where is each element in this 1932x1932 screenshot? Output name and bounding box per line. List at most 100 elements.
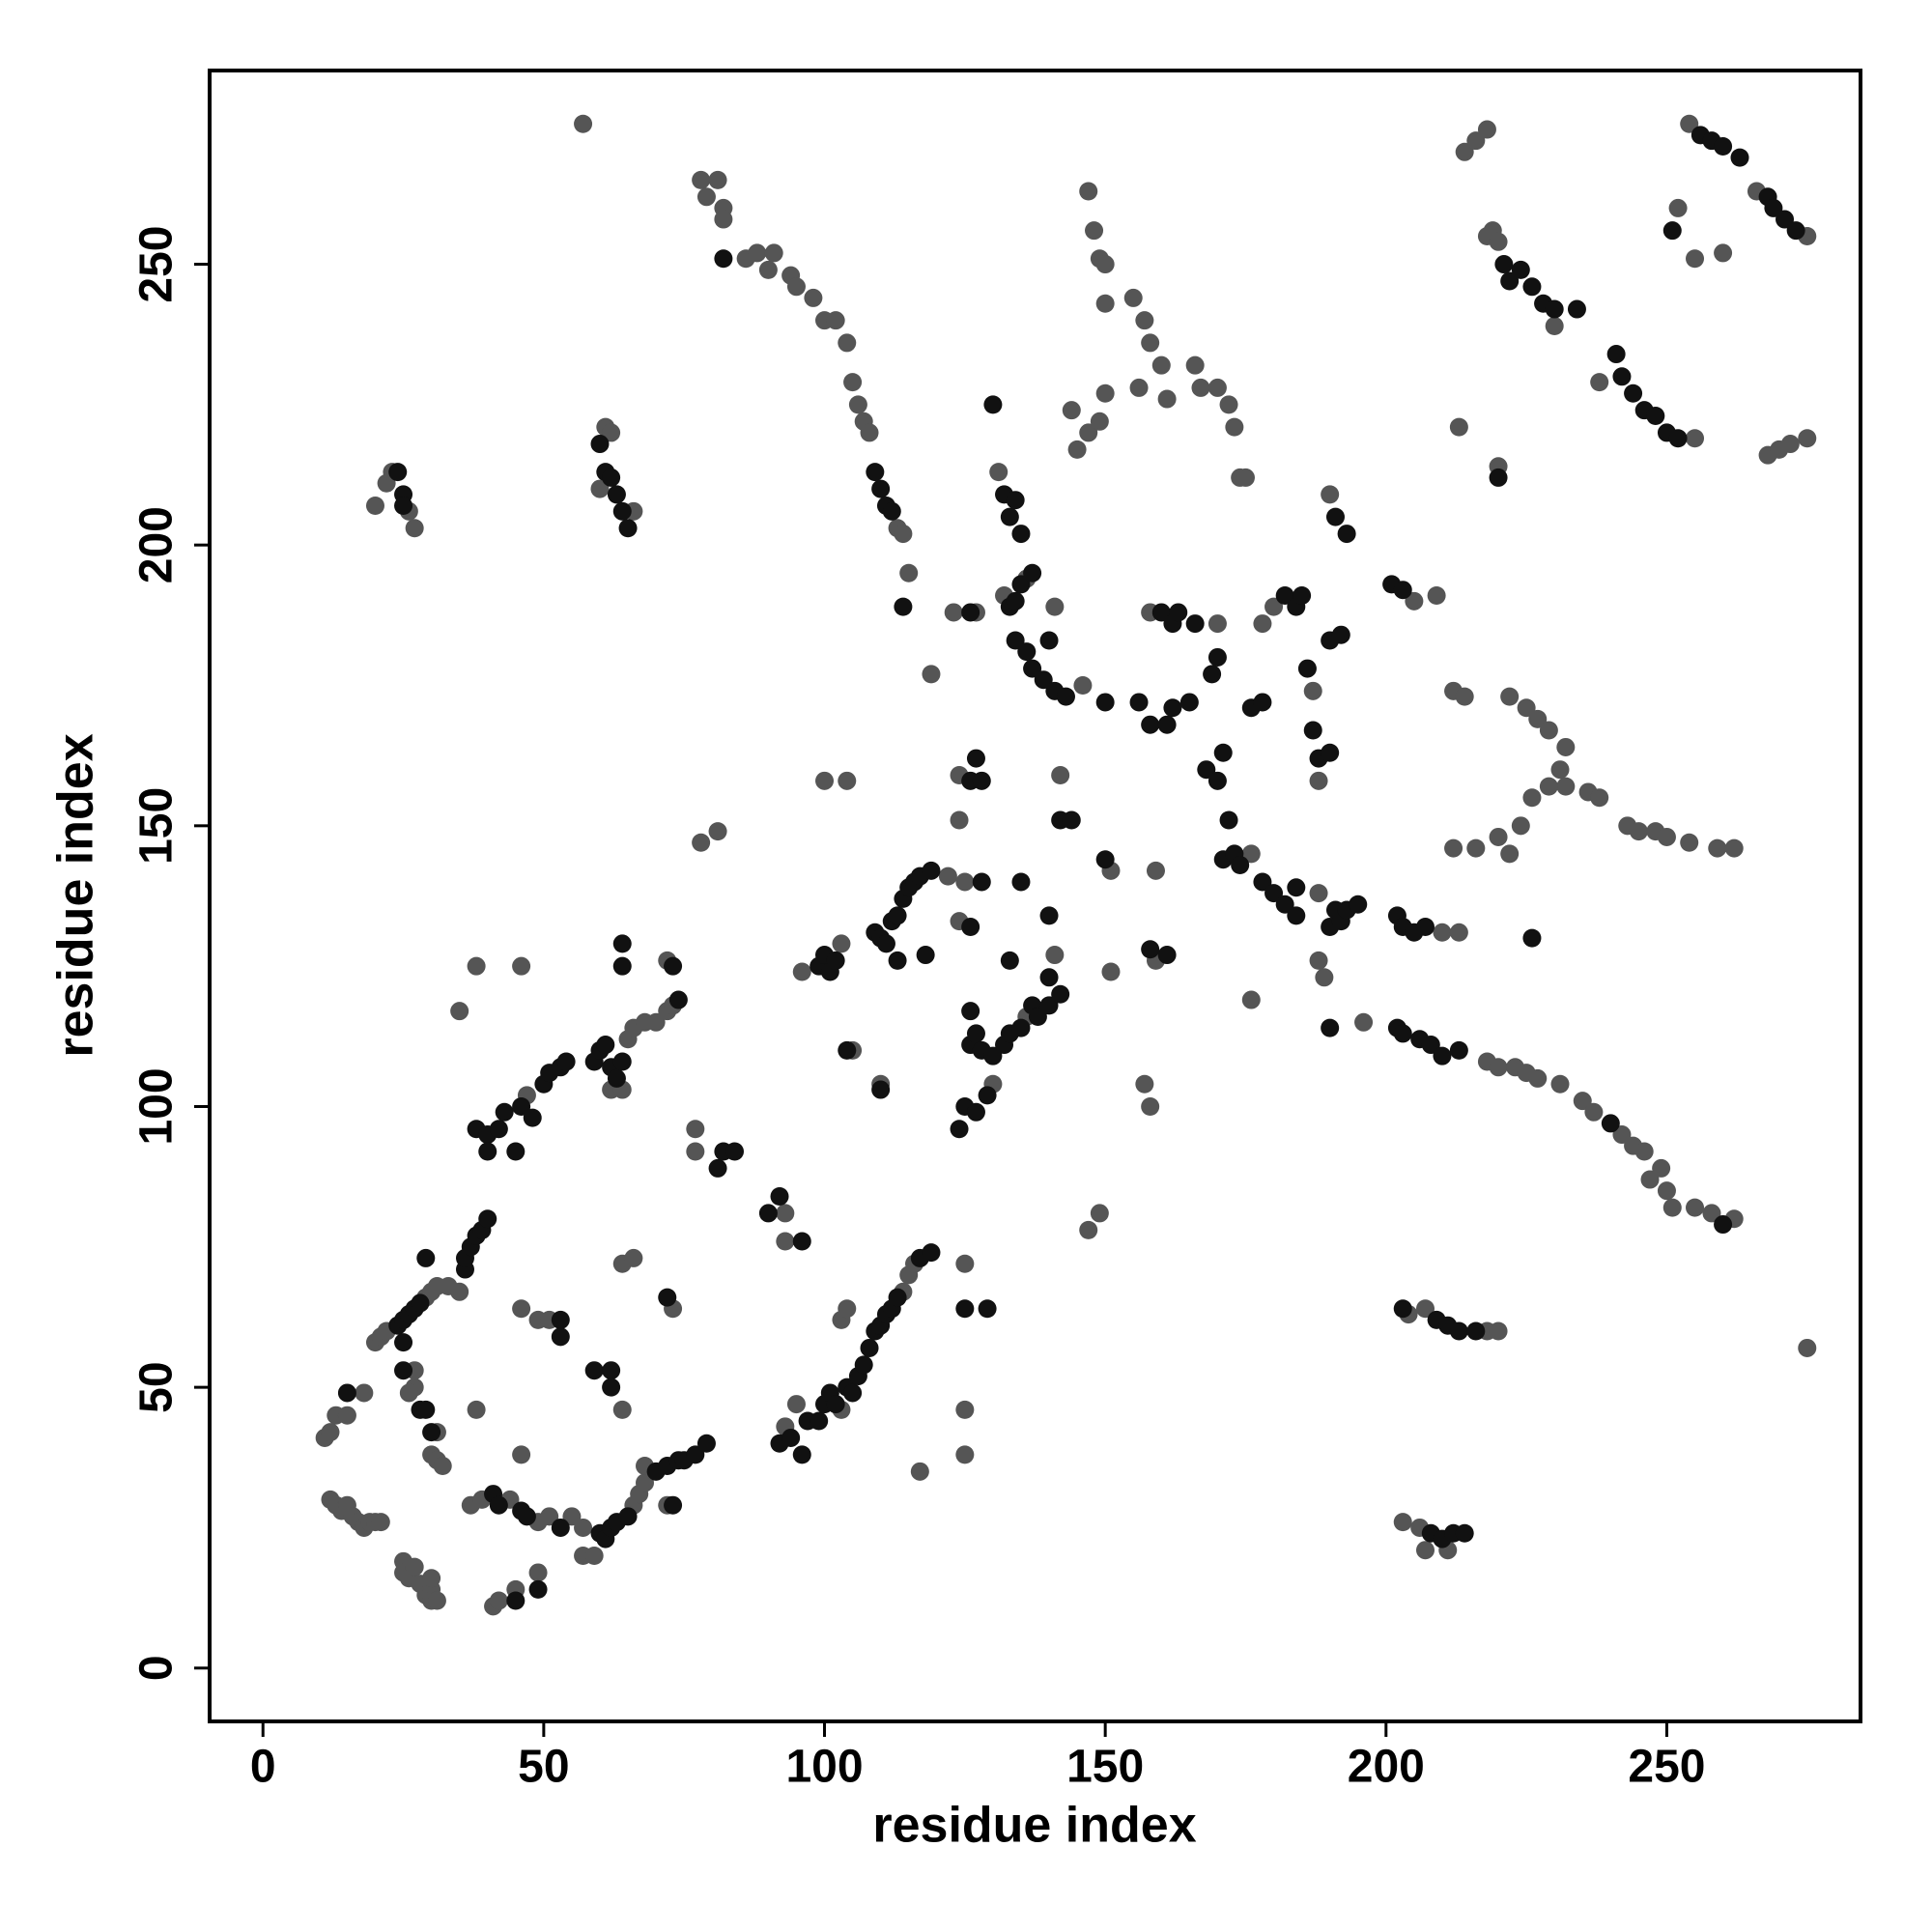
- point: [696, 187, 716, 207]
- point: [1433, 923, 1452, 942]
- point: [888, 951, 907, 970]
- point: [1550, 1074, 1570, 1094]
- point: [551, 1518, 570, 1537]
- point: [1449, 923, 1468, 942]
- point: [686, 1120, 705, 1139]
- point: [416, 1248, 436, 1267]
- point: [450, 1282, 469, 1301]
- point: [1303, 721, 1322, 740]
- point: [1522, 277, 1542, 297]
- point: [1522, 928, 1542, 948]
- point: [748, 243, 767, 263]
- point: [1337, 525, 1356, 544]
- point: [1798, 1338, 1817, 1357]
- point: [686, 1142, 705, 1161]
- point: [1241, 990, 1261, 1009]
- point: [1208, 378, 1227, 397]
- point: [1668, 198, 1688, 217]
- point: [1090, 412, 1109, 431]
- point: [602, 1378, 621, 1397]
- point: [556, 1052, 576, 1071]
- point: [1315, 968, 1334, 987]
- point: [1449, 1040, 1468, 1060]
- point: [1764, 198, 1783, 217]
- point: [1444, 838, 1463, 858]
- point: [871, 1080, 891, 1099]
- point: [1141, 333, 1160, 353]
- point: [618, 519, 638, 538]
- point: [1073, 676, 1093, 696]
- point: [1455, 687, 1474, 706]
- point: [590, 435, 610, 454]
- point: [1528, 1068, 1548, 1088]
- point: [1724, 838, 1744, 858]
- point: [1095, 384, 1115, 403]
- point: [910, 1462, 929, 1481]
- point: [321, 1423, 340, 1442]
- point: [832, 934, 851, 953]
- point: [618, 1507, 638, 1526]
- point: [1657, 827, 1676, 846]
- plot-frame: [208, 69, 1862, 1723]
- point: [1449, 1321, 1468, 1341]
- point: [786, 277, 806, 297]
- point: [590, 479, 610, 498]
- point: [658, 1288, 677, 1307]
- point: [888, 906, 907, 925]
- point: [1629, 822, 1648, 841]
- point: [1584, 1102, 1604, 1122]
- point: [624, 1248, 643, 1267]
- point: [1624, 384, 1643, 403]
- point: [478, 1209, 497, 1229]
- point: [686, 1445, 705, 1464]
- point: [1466, 1321, 1486, 1341]
- point: [1405, 591, 1424, 611]
- point: [551, 1327, 570, 1347]
- point: [365, 497, 384, 516]
- point: [1545, 316, 1564, 335]
- point: [1264, 884, 1284, 903]
- point: [978, 1086, 997, 1105]
- point: [1393, 1513, 1412, 1532]
- point: [972, 872, 991, 892]
- point: [708, 822, 727, 841]
- point: [838, 1040, 857, 1060]
- point: [1023, 659, 1042, 678]
- point: [596, 1036, 615, 1055]
- point: [978, 1299, 997, 1319]
- point: [1135, 311, 1154, 330]
- point: [1079, 423, 1098, 442]
- point: [668, 990, 688, 1009]
- point: [506, 1142, 526, 1161]
- x-tick-label: 50: [518, 1742, 569, 1793]
- point: [966, 749, 985, 768]
- point: [1325, 507, 1345, 526]
- point: [1433, 1046, 1452, 1065]
- point: [489, 1120, 508, 1139]
- point: [1062, 401, 1081, 420]
- point: [636, 1473, 655, 1492]
- point: [1646, 406, 1665, 425]
- point: [792, 1232, 811, 1251]
- point: [1511, 816, 1530, 836]
- y-tick-label: 0: [131, 1655, 183, 1681]
- point: [1208, 647, 1227, 667]
- point: [337, 1406, 356, 1425]
- point: [1011, 872, 1031, 892]
- point: [1539, 777, 1558, 796]
- point: [1511, 260, 1530, 279]
- point: [692, 170, 711, 189]
- point: [355, 1383, 374, 1403]
- point: [405, 1557, 424, 1577]
- point: [1095, 693, 1115, 712]
- point: [602, 423, 621, 442]
- point: [1662, 221, 1682, 241]
- point: [433, 1457, 452, 1476]
- point: [955, 872, 975, 892]
- point: [1028, 1007, 1047, 1026]
- point: [1303, 681, 1322, 700]
- point: [708, 1158, 727, 1178]
- point: [602, 468, 621, 487]
- point: [938, 867, 957, 886]
